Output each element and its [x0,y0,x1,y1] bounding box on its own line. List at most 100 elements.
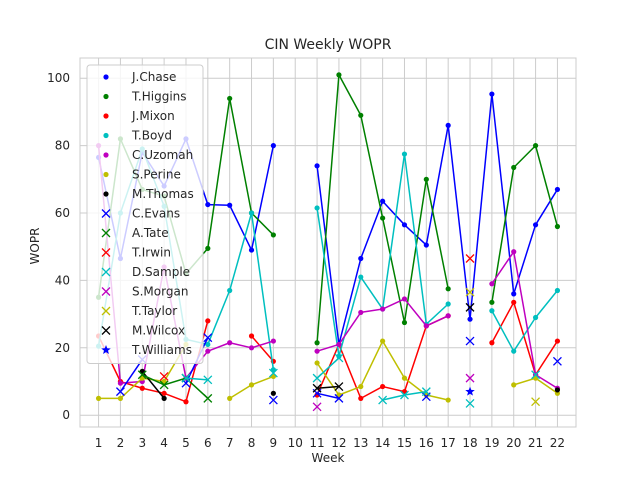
point-t-boyd [532,314,539,321]
legend-label-t-williams: T.Williams [131,343,192,357]
series-d-sample [181,353,541,408]
point-c-evans [334,393,344,403]
point-s-perine [358,383,364,390]
point-s-perine [117,395,124,401]
point-a-tate [203,393,213,403]
legend-label-s-morgan: S.Morgan [132,285,188,299]
series-line-c-uzomah [491,251,558,389]
point-c-uzomah [511,249,517,255]
point-t-higgins [227,95,233,102]
point-s-perine [95,395,102,401]
legend-marker-c-uzomah [103,152,109,158]
x-tick-label: 4 [160,436,168,450]
point-t-williams [465,386,475,396]
point-j-chase [445,122,451,128]
series-line-t-boyd [491,290,559,352]
x-tick-label: 5 [182,436,190,450]
point-t-higgins [380,215,386,221]
x-axis-ticks: 1 2 3 4 5 6 7 8 9 10 11 12 13 14 15 16 17 18 19 20 21 22 [95,436,565,450]
point-j-chase [511,291,517,297]
series-t-taylor [465,287,541,407]
legend-label-m-thomas: M.Thomas [132,187,194,201]
series-line-j-mixon [491,301,559,376]
x-tick-label: 9 [270,436,278,450]
point-t-boyd [401,151,408,157]
point-a-tate [137,370,147,380]
legend-label-t-irwin: T.Irwin [131,246,171,260]
x-tick-label: 16 [419,436,434,450]
point-t-higgins [532,143,539,149]
x-tick-label: 14 [375,436,390,450]
x-tick-label: 2 [117,436,125,450]
x-tick-label: 21 [528,436,543,450]
x-tick-label: 10 [288,436,303,450]
point-t-boyd [489,308,495,314]
point-j-mixon [380,383,386,390]
point-t-higgins [401,319,408,326]
legend: J.Chase T.Higgins J.Mixon T.Boyd C.Uzomah S.P… [86,64,204,364]
point-c-uzomah [380,306,386,312]
series-m-wilcox [312,302,475,393]
point-m-thomas [161,395,167,401]
point-j-mixon [511,299,517,305]
point-j-chase [248,247,255,253]
point-j-mixon [248,333,255,339]
point-t-boyd [227,287,233,294]
point-c-uzomah [358,309,364,316]
chart-title: CIN Weekly WOPR [265,37,392,53]
x-tick-label: 12 [331,436,346,450]
point-j-mixon [139,385,145,391]
legend-label-j-mixon: J.Mixon [131,109,175,123]
point-s-perine [248,382,255,388]
y-tick-label: 100 [47,71,70,85]
point-t-higgins [554,223,561,230]
point-c-uzomah [423,323,429,329]
legend-marker-d-sample [101,267,111,277]
point-d-sample [334,353,344,363]
point-c-uzomah [270,338,276,344]
y-tick-label: 40 [55,273,70,287]
y-tick-label: 80 [55,139,70,153]
point-c-uzomah [314,348,320,354]
point-s-perine [511,382,517,388]
point-j-chase [467,316,473,322]
y-tick-label: 20 [55,341,70,355]
point-t-higgins [270,232,276,238]
legend-label-t-boyd: T.Boyd [131,129,172,143]
x-tick-label: 22 [550,436,565,450]
series-t-williams [465,386,475,396]
point-a-tate [159,380,169,390]
point-c-uzomah [401,296,408,302]
point-t-higgins [489,299,495,305]
legend-label-a-tate: A.Tate [132,226,169,240]
legend-marker-t-williams [101,345,111,355]
series-line-d-sample [185,377,208,381]
legend-label-d-sample: D.Sample [132,265,190,279]
legend-marker-j-mixon [103,113,109,119]
x-axis-label: Week [312,451,345,465]
legend-marker-c-evans [101,209,111,218]
legend-label-m-wilcox: M.Wilcox [132,324,185,338]
point-d-sample [400,390,409,400]
x-tick-label: 15 [397,436,412,450]
point-j-chase [358,255,364,262]
legend-label-t-taylor: T.Taylor [131,304,177,318]
series-line-j-mixon [97,320,209,403]
legend-marker-t-higgins [103,93,109,100]
point-t-irwin [159,371,169,381]
point-m-thomas [270,390,276,396]
point-t-higgins [336,72,342,78]
point-c-uzomah [336,341,342,348]
point-d-sample [203,375,213,385]
x-tick-label: 17 [441,436,456,450]
point-j-chase [554,186,561,193]
point-m-wilcox [465,302,475,312]
legend-marker-t-irwin [101,248,111,257]
point-d-sample [378,395,388,405]
point-d-sample [465,398,475,408]
point-t-taylor [531,397,541,407]
legend-marker-s-morgan [101,287,111,296]
legend-box [86,64,204,364]
point-c-evans [203,333,213,343]
y-tick-label: 60 [55,206,70,220]
